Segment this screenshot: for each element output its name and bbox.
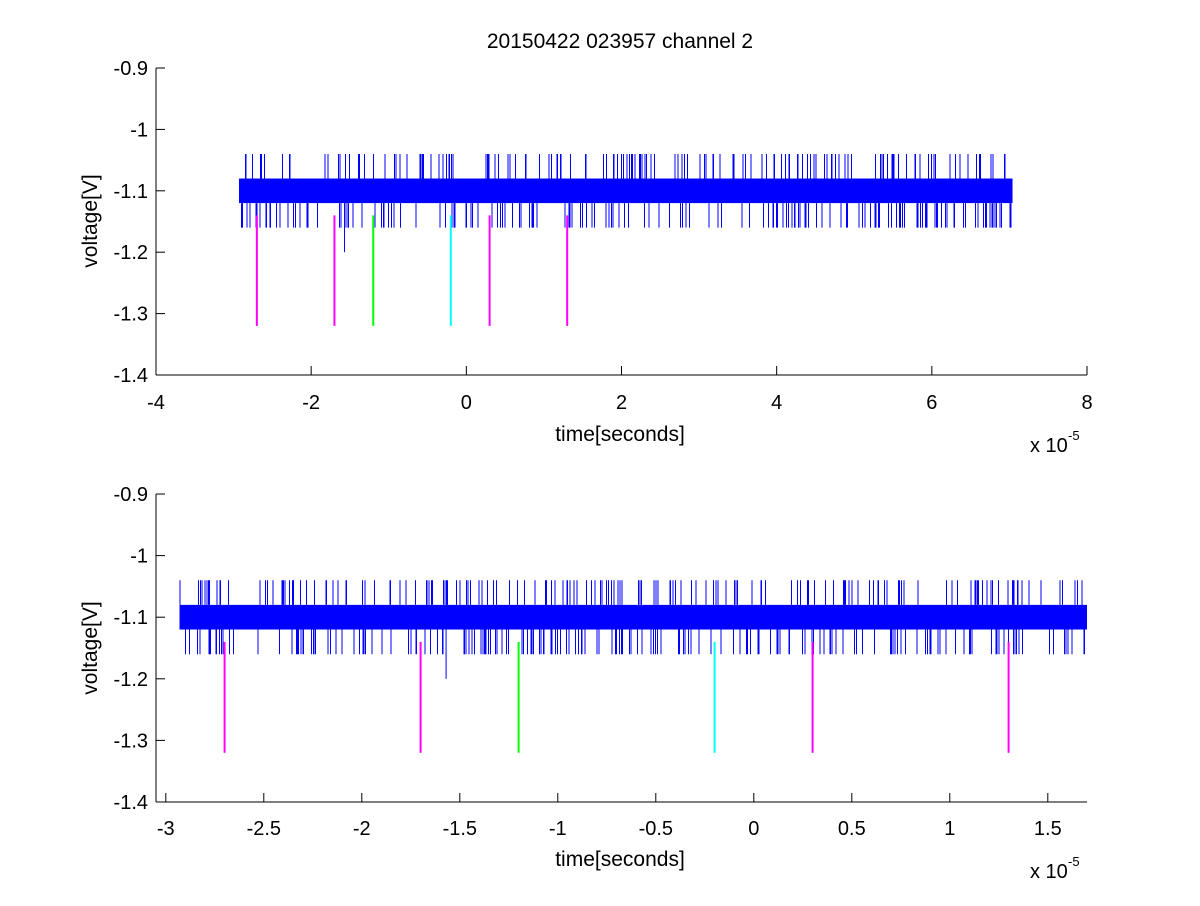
y-tick-label: -1.2 bbox=[114, 242, 148, 264]
y-axis-label: voltage[V] bbox=[79, 174, 102, 267]
x-tick-label: 1 bbox=[944, 818, 955, 840]
x-tick-label: 0 bbox=[461, 392, 472, 414]
x-tick-label: -2 bbox=[353, 818, 371, 840]
x-tick-label: 0.5 bbox=[838, 818, 866, 840]
x-tick-label: -2 bbox=[302, 392, 320, 414]
signal-core-band bbox=[179, 604, 1087, 630]
y-tick-label: -1.1 bbox=[114, 607, 148, 629]
x-tick-label: -2.5 bbox=[247, 818, 281, 840]
x-tick-label: 4 bbox=[771, 392, 782, 414]
x-axis-label: time[seconds] bbox=[555, 423, 685, 446]
x-tick-label: 6 bbox=[926, 392, 937, 414]
y-tick-label: -1.4 bbox=[114, 365, 148, 387]
y-tick-label: -0.9 bbox=[114, 484, 148, 506]
subplot-top: 20150422 023957 channel 2 -4 -2 0 2 4 6 8 -1.4 -… bbox=[79, 30, 1093, 457]
x-multiplier-exponent: -5 bbox=[1068, 428, 1080, 443]
signal-noise-spikes bbox=[241, 154, 1012, 228]
x-tick-label: -3 bbox=[157, 818, 175, 840]
x-axis-label: time[seconds] bbox=[555, 848, 685, 871]
x-tick-label: -4 bbox=[147, 392, 165, 414]
x-multiplier-exponent: -5 bbox=[1068, 854, 1080, 869]
x-tick-label: -1.5 bbox=[443, 818, 477, 840]
x-tick-label: 1.5 bbox=[1034, 818, 1062, 840]
x-tick-label: 0 bbox=[748, 818, 759, 840]
y-tick-label: -1.3 bbox=[114, 730, 148, 752]
chart-title: 20150422 023957 channel 2 bbox=[487, 30, 753, 53]
y-axis-label: voltage[V] bbox=[79, 601, 102, 694]
x-tick-label: 2 bbox=[616, 392, 627, 414]
x-multiplier-base: x 10 bbox=[1030, 861, 1068, 883]
y-tick-label: -1.3 bbox=[114, 304, 148, 326]
x-tick-label: -0.5 bbox=[639, 818, 673, 840]
y-tick-label: -0.9 bbox=[114, 58, 148, 80]
y-tick-label: -1 bbox=[130, 119, 148, 141]
y-tick-label: -1.2 bbox=[114, 669, 148, 691]
y-tick-label: -1 bbox=[130, 546, 148, 568]
signal-core-band bbox=[239, 178, 1013, 204]
x-multiplier-base: x 10 bbox=[1030, 435, 1068, 457]
signal-noise-spikes bbox=[179, 580, 1085, 655]
plot-area bbox=[156, 68, 1087, 375]
x-tick-label: -1 bbox=[549, 818, 567, 840]
y-tick-label: -1.4 bbox=[114, 792, 148, 814]
subplot-bottom: -3 -2.5 -2 -1.5 -1 -0.5 0 0.5 1 1.5 -1.4 -1.3 -1.2 -1… bbox=[79, 484, 1087, 883]
x-tick-label: 8 bbox=[1081, 392, 1092, 414]
y-tick-label: -1.1 bbox=[114, 181, 148, 203]
